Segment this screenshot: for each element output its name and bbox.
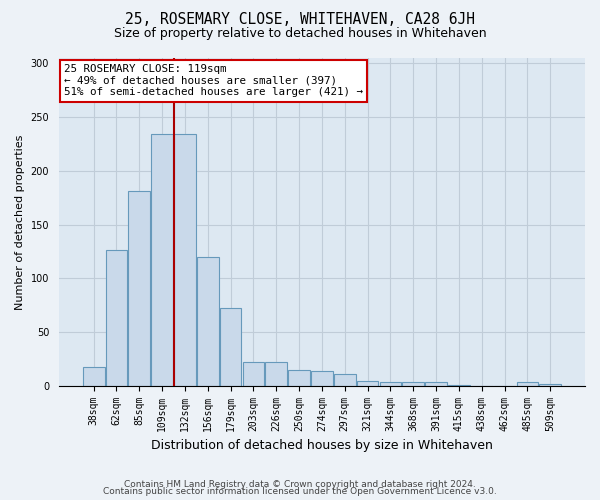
Bar <box>288 370 310 386</box>
Text: 25, ROSEMARY CLOSE, WHITEHAVEN, CA28 6JH: 25, ROSEMARY CLOSE, WHITEHAVEN, CA28 6JH <box>125 12 475 28</box>
Text: Contains HM Land Registry data © Crown copyright and database right 2024.: Contains HM Land Registry data © Crown c… <box>124 480 476 489</box>
Bar <box>242 362 265 386</box>
Bar <box>197 257 218 386</box>
Text: Contains public sector information licensed under the Open Government Licence v3: Contains public sector information licen… <box>103 488 497 496</box>
Text: 25 ROSEMARY CLOSE: 119sqm
← 49% of detached houses are smaller (397)
51% of semi: 25 ROSEMARY CLOSE: 119sqm ← 49% of detac… <box>64 64 363 98</box>
Bar <box>380 382 401 386</box>
Bar <box>539 384 561 386</box>
Bar <box>448 385 470 386</box>
Bar <box>357 381 379 386</box>
Bar <box>265 362 287 386</box>
Bar <box>83 367 104 386</box>
Bar <box>151 134 173 386</box>
X-axis label: Distribution of detached houses by size in Whitehaven: Distribution of detached houses by size … <box>151 440 493 452</box>
Bar <box>517 382 538 386</box>
Bar <box>106 250 127 386</box>
Y-axis label: Number of detached properties: Number of detached properties <box>15 134 25 310</box>
Bar <box>334 374 356 386</box>
Text: Size of property relative to detached houses in Whitehaven: Size of property relative to detached ho… <box>113 28 487 40</box>
Bar <box>311 371 333 386</box>
Bar <box>128 191 150 386</box>
Bar <box>425 382 447 386</box>
Bar <box>220 308 241 386</box>
Bar <box>403 382 424 386</box>
Bar <box>174 134 196 386</box>
